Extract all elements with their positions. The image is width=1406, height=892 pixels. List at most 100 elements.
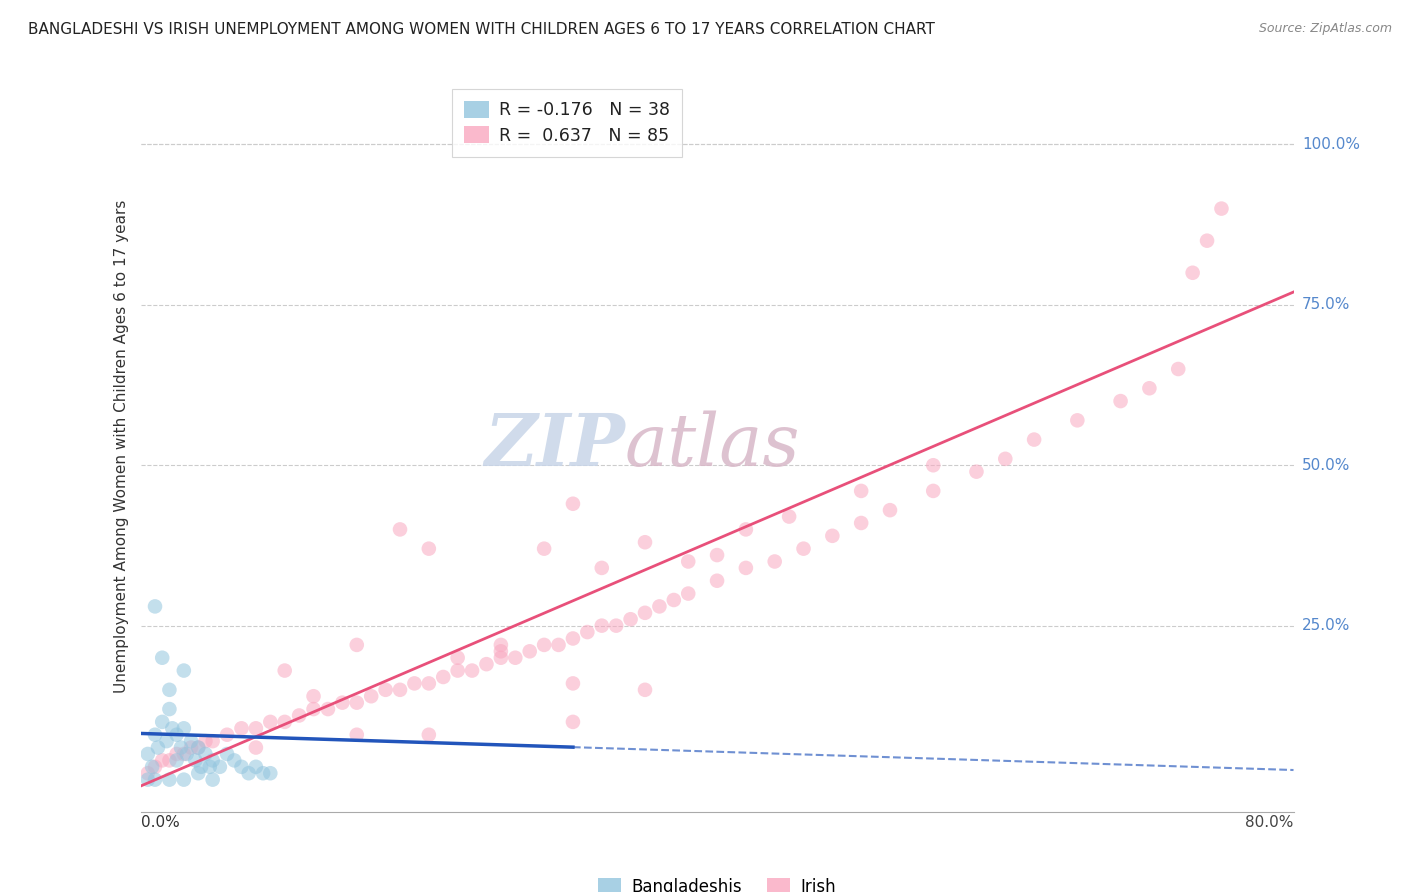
Text: ZIP: ZIP <box>484 410 624 482</box>
Point <box>274 664 297 678</box>
Point <box>198 760 221 774</box>
Point <box>1139 381 1161 395</box>
Point <box>922 483 945 498</box>
Point <box>1195 234 1218 248</box>
Point <box>201 734 224 748</box>
Point <box>136 747 159 761</box>
Point <box>591 618 613 632</box>
Point <box>302 702 325 716</box>
Point <box>217 747 239 761</box>
Point <box>461 664 484 678</box>
Point <box>143 772 166 787</box>
Point <box>252 766 274 780</box>
Point <box>166 753 188 767</box>
Point <box>706 574 728 588</box>
Text: 75.0%: 75.0% <box>1302 297 1350 312</box>
Point <box>763 554 786 568</box>
Legend: Bangladeshis, Irish: Bangladeshis, Irish <box>592 871 842 892</box>
Point <box>184 753 207 767</box>
Point <box>224 753 246 767</box>
Point <box>793 541 815 556</box>
Point <box>150 714 173 729</box>
Point <box>274 714 297 729</box>
Point <box>922 458 945 473</box>
Point <box>143 728 166 742</box>
Point <box>404 676 426 690</box>
Point <box>173 721 195 735</box>
Point <box>360 690 382 704</box>
Point <box>332 696 354 710</box>
Point <box>159 682 180 697</box>
Point <box>259 766 281 780</box>
Point <box>489 644 512 658</box>
Point <box>1211 202 1233 216</box>
Point <box>634 535 657 549</box>
Point <box>605 618 627 632</box>
Point <box>245 721 267 735</box>
Point <box>1066 413 1088 427</box>
Point <box>648 599 671 614</box>
Point <box>821 529 844 543</box>
Point <box>562 714 585 729</box>
Point <box>519 644 541 658</box>
Point <box>141 760 163 774</box>
Text: BANGLADESHI VS IRISH UNEMPLOYMENT AMONG WOMEN WITH CHILDREN AGES 6 TO 17 YEARS C: BANGLADESHI VS IRISH UNEMPLOYMENT AMONG … <box>28 22 935 37</box>
Point <box>489 650 512 665</box>
Point <box>778 509 800 524</box>
Point <box>190 760 212 774</box>
Point <box>173 747 195 761</box>
Point <box>547 638 569 652</box>
Point <box>136 772 159 787</box>
Point <box>533 541 555 556</box>
Text: 0.0%: 0.0% <box>141 815 180 830</box>
Point <box>678 554 700 568</box>
Text: 25.0%: 25.0% <box>1302 618 1350 633</box>
Point <box>879 503 901 517</box>
Point <box>316 702 339 716</box>
Point <box>388 523 411 537</box>
Point <box>418 676 440 690</box>
Point <box>150 753 173 767</box>
Point <box>735 561 758 575</box>
Point <box>302 690 325 704</box>
Point <box>634 682 657 697</box>
Point <box>591 561 613 575</box>
Text: atlas: atlas <box>624 410 800 482</box>
Point <box>346 696 368 710</box>
Point <box>231 760 253 774</box>
Point <box>146 740 169 755</box>
Point <box>706 548 728 562</box>
Point <box>489 638 512 652</box>
Point <box>288 708 311 723</box>
Point <box>194 747 217 761</box>
Point <box>432 670 454 684</box>
Text: 100.0%: 100.0% <box>1302 137 1360 152</box>
Point <box>155 734 177 748</box>
Point <box>201 772 224 787</box>
Point <box>1167 362 1189 376</box>
Point <box>194 734 217 748</box>
Point <box>176 747 198 761</box>
Point <box>159 753 180 767</box>
Point <box>619 612 641 626</box>
Point <box>634 606 657 620</box>
Point <box>259 714 281 729</box>
Text: Source: ZipAtlas.com: Source: ZipAtlas.com <box>1258 22 1392 36</box>
Point <box>965 465 987 479</box>
Point <box>1109 394 1132 409</box>
Text: 80.0%: 80.0% <box>1246 815 1294 830</box>
Text: 50.0%: 50.0% <box>1302 458 1350 473</box>
Point <box>136 766 159 780</box>
Point <box>418 541 440 556</box>
Point <box>576 625 599 640</box>
Point <box>735 523 758 537</box>
Point <box>562 676 585 690</box>
Point <box>994 451 1017 466</box>
Point <box>208 760 231 774</box>
Point <box>562 497 585 511</box>
Point <box>245 760 267 774</box>
Point <box>143 760 166 774</box>
Point <box>849 516 872 530</box>
Point <box>162 721 184 735</box>
Point <box>166 728 188 742</box>
